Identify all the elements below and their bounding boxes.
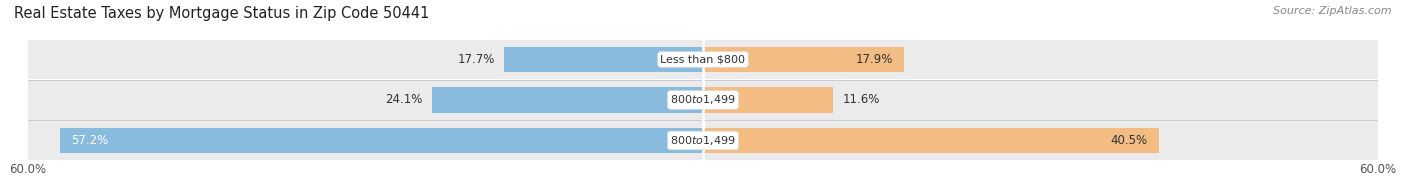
- Text: 17.9%: 17.9%: [856, 53, 893, 66]
- Text: 40.5%: 40.5%: [1111, 134, 1147, 147]
- Bar: [59, 128, 703, 153]
- Text: Source: ZipAtlas.com: Source: ZipAtlas.com: [1274, 6, 1392, 16]
- Text: 24.1%: 24.1%: [385, 93, 423, 106]
- Bar: [28, 80, 1378, 120]
- Bar: [703, 87, 834, 113]
- Text: 57.2%: 57.2%: [70, 134, 108, 147]
- Text: Less than $800: Less than $800: [661, 54, 745, 64]
- Text: Real Estate Taxes by Mortgage Status in Zip Code 50441: Real Estate Taxes by Mortgage Status in …: [14, 6, 429, 21]
- Text: $800 to $1,499: $800 to $1,499: [671, 93, 735, 106]
- Bar: [28, 121, 1378, 160]
- Bar: [503, 47, 703, 72]
- Bar: [703, 47, 904, 72]
- Text: 17.7%: 17.7%: [457, 53, 495, 66]
- Bar: [432, 87, 703, 113]
- Text: $800 to $1,499: $800 to $1,499: [671, 134, 735, 147]
- Text: 11.6%: 11.6%: [842, 93, 880, 106]
- Bar: [703, 128, 1159, 153]
- Bar: [28, 40, 1378, 79]
